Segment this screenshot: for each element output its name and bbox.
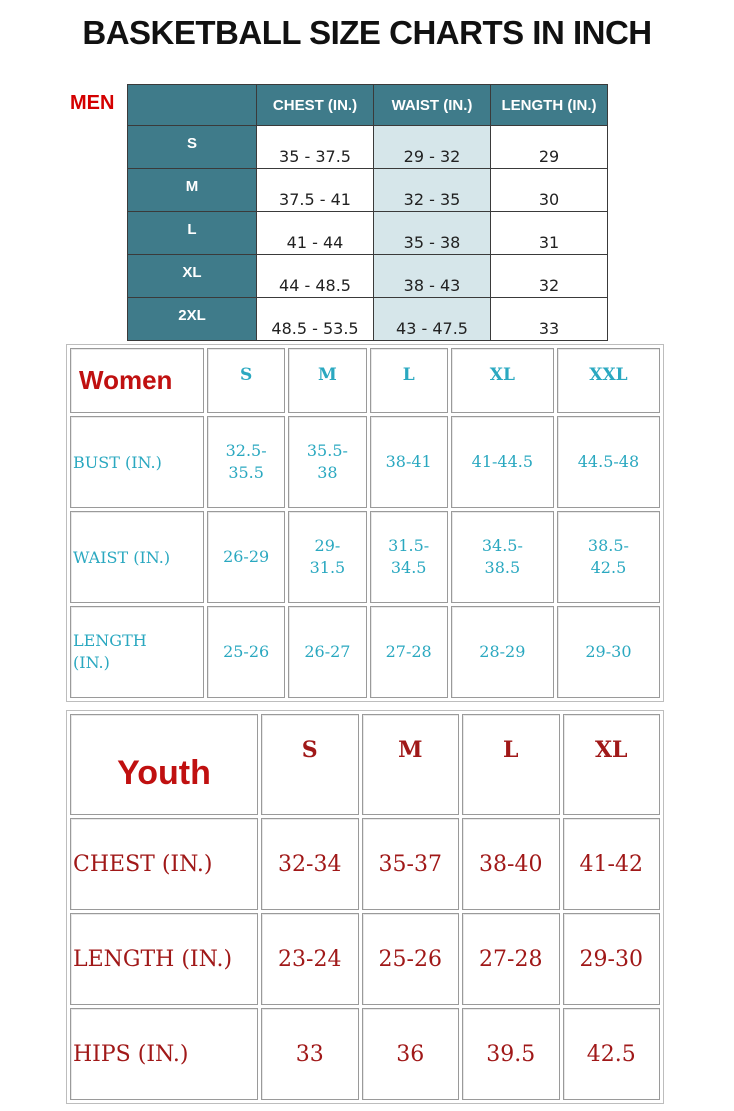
men-waist-cell: 29 - 32 [373,125,491,169]
men-length-cell: 30 [490,168,608,212]
youth-size-table: Youth S M L XL CHEST (IN.) 32-34 35-37 3… [67,711,663,1103]
women-size-table: Women S M L XL XXL BUST (IN.) 32.5- 35.5… [67,345,663,701]
men-chest-cell: 41 - 44 [256,211,374,255]
men-length-cell: 33 [490,297,608,341]
youth-size-header: M [361,714,459,815]
table-row: BUST (IN.) 32.5- 35.5 35.5- 38 38-41 41-… [70,416,660,508]
men-chest-cell: 35 - 37.5 [256,125,374,169]
women-value-cell: 35.5- 38 [288,416,367,508]
youth-size-header: L [462,714,560,815]
men-size-table: CHEST (IN.) WAIST (IN.) LENGTH (IN.) S 3… [127,84,608,341]
youth-value-cell: 41-42 [562,818,660,910]
youth-size-header: XL [562,714,660,815]
women-value-cell: 31.5- 34.5 [369,511,448,603]
table-row: XL 44 - 48.5 38 - 43 32 [127,254,608,298]
women-row-label: BUST (IN.) [70,416,204,508]
table-row: S 35 - 37.5 29 - 32 29 [127,125,608,169]
women-value-cell: 38.5- 42.5 [556,511,660,603]
youth-value-cell: 25-26 [361,913,459,1005]
youth-value-cell: 42.5 [562,1008,660,1100]
youth-row-label: HIPS (IN.) [70,1008,258,1100]
men-waist-cell: 32 - 35 [373,168,491,212]
men-length-cell: 32 [490,254,608,298]
men-size-cell: M [127,168,257,212]
youth-value-cell: 23-24 [261,913,359,1005]
men-waist-cell: 38 - 43 [373,254,491,298]
table-row: M 37.5 - 41 32 - 35 30 [127,168,608,212]
table-row: LENGTH (IN.) 23-24 25-26 27-28 29-30 [70,913,660,1005]
women-value-cell: 38-41 [369,416,448,508]
men-header-waist: WAIST (IN.) [373,84,491,126]
men-header-row: CHEST (IN.) WAIST (IN.) LENGTH (IN.) [127,84,608,126]
table-row: WAIST (IN.) 26-29 29- 31.5 31.5- 34.5 34… [70,511,660,603]
women-size-header: XXL [556,348,660,413]
women-row-label: LENGTH (IN.) [70,606,204,698]
youth-header-row: Youth S M L XL [70,714,660,815]
table-row: 2XL 48.5 - 53.5 43 - 47.5 33 [127,297,608,341]
women-row-label: WAIST (IN.) [70,511,204,603]
women-value-cell: 34.5- 38.5 [450,511,554,603]
youth-value-cell: 29-30 [562,913,660,1005]
women-value-cell: 28-29 [450,606,554,698]
men-size-cell: XL [127,254,257,298]
men-length-cell: 31 [490,211,608,255]
youth-value-cell: 39.5 [462,1008,560,1100]
women-value-cell: 25-26 [207,606,286,698]
men-header-chest: CHEST (IN.) [256,84,374,126]
men-waist-cell: 35 - 38 [373,211,491,255]
youth-value-cell: 32-34 [261,818,359,910]
women-value-cell: 29- 31.5 [288,511,367,603]
men-size-cell: S [127,125,257,169]
men-size-cell: 2XL [127,297,257,341]
men-size-cell: L [127,211,257,255]
women-value-cell: 26-27 [288,606,367,698]
table-row: L 41 - 44 35 - 38 31 [127,211,608,255]
women-label: Women [70,348,204,413]
men-chest-cell: 37.5 - 41 [256,168,374,212]
youth-label: Youth [70,714,258,815]
men-length-cell: 29 [490,125,608,169]
men-chest-cell: 48.5 - 53.5 [256,297,374,341]
women-value-cell: 29-30 [556,606,660,698]
table-row: LENGTH (IN.) 25-26 26-27 27-28 28-29 29-… [70,606,660,698]
women-size-header: XL [450,348,554,413]
women-value-cell: 32.5- 35.5 [207,416,286,508]
youth-row-label: LENGTH (IN.) [70,913,258,1005]
youth-size-table-frame: Youth S M L XL CHEST (IN.) 32-34 35-37 3… [66,710,664,1104]
women-size-header: M [288,348,367,413]
men-label: MEN [70,92,115,114]
youth-value-cell: 36 [361,1008,459,1100]
youth-value-cell: 38-40 [462,818,560,910]
youth-value-cell: 33 [261,1008,359,1100]
women-size-header: S [207,348,286,413]
women-value-cell: 41-44.5 [450,416,554,508]
youth-row-label: CHEST (IN.) [70,818,258,910]
youth-value-cell: 27-28 [462,913,560,1005]
women-value-cell: 26-29 [207,511,286,603]
women-value-cell: 27-28 [369,606,448,698]
men-waist-cell: 43 - 47.5 [373,297,491,341]
women-size-header: L [369,348,448,413]
women-size-table-frame: Women S M L XL XXL BUST (IN.) 32.5- 35.5… [66,344,664,702]
youth-value-cell: 35-37 [361,818,459,910]
table-row: CHEST (IN.) 32-34 35-37 38-40 41-42 [70,818,660,910]
table-row: HIPS (IN.) 33 36 39.5 42.5 [70,1008,660,1100]
women-value-cell: 44.5-48 [556,416,660,508]
men-header-length: LENGTH (IN.) [490,84,608,126]
women-header-row: Women S M L XL XXL [70,348,660,413]
page-title: BASKETBALL SIZE CHARTS IN INCH [82,14,652,51]
youth-size-header: S [261,714,359,815]
men-chest-cell: 44 - 48.5 [256,254,374,298]
men-header-corner [127,84,257,126]
